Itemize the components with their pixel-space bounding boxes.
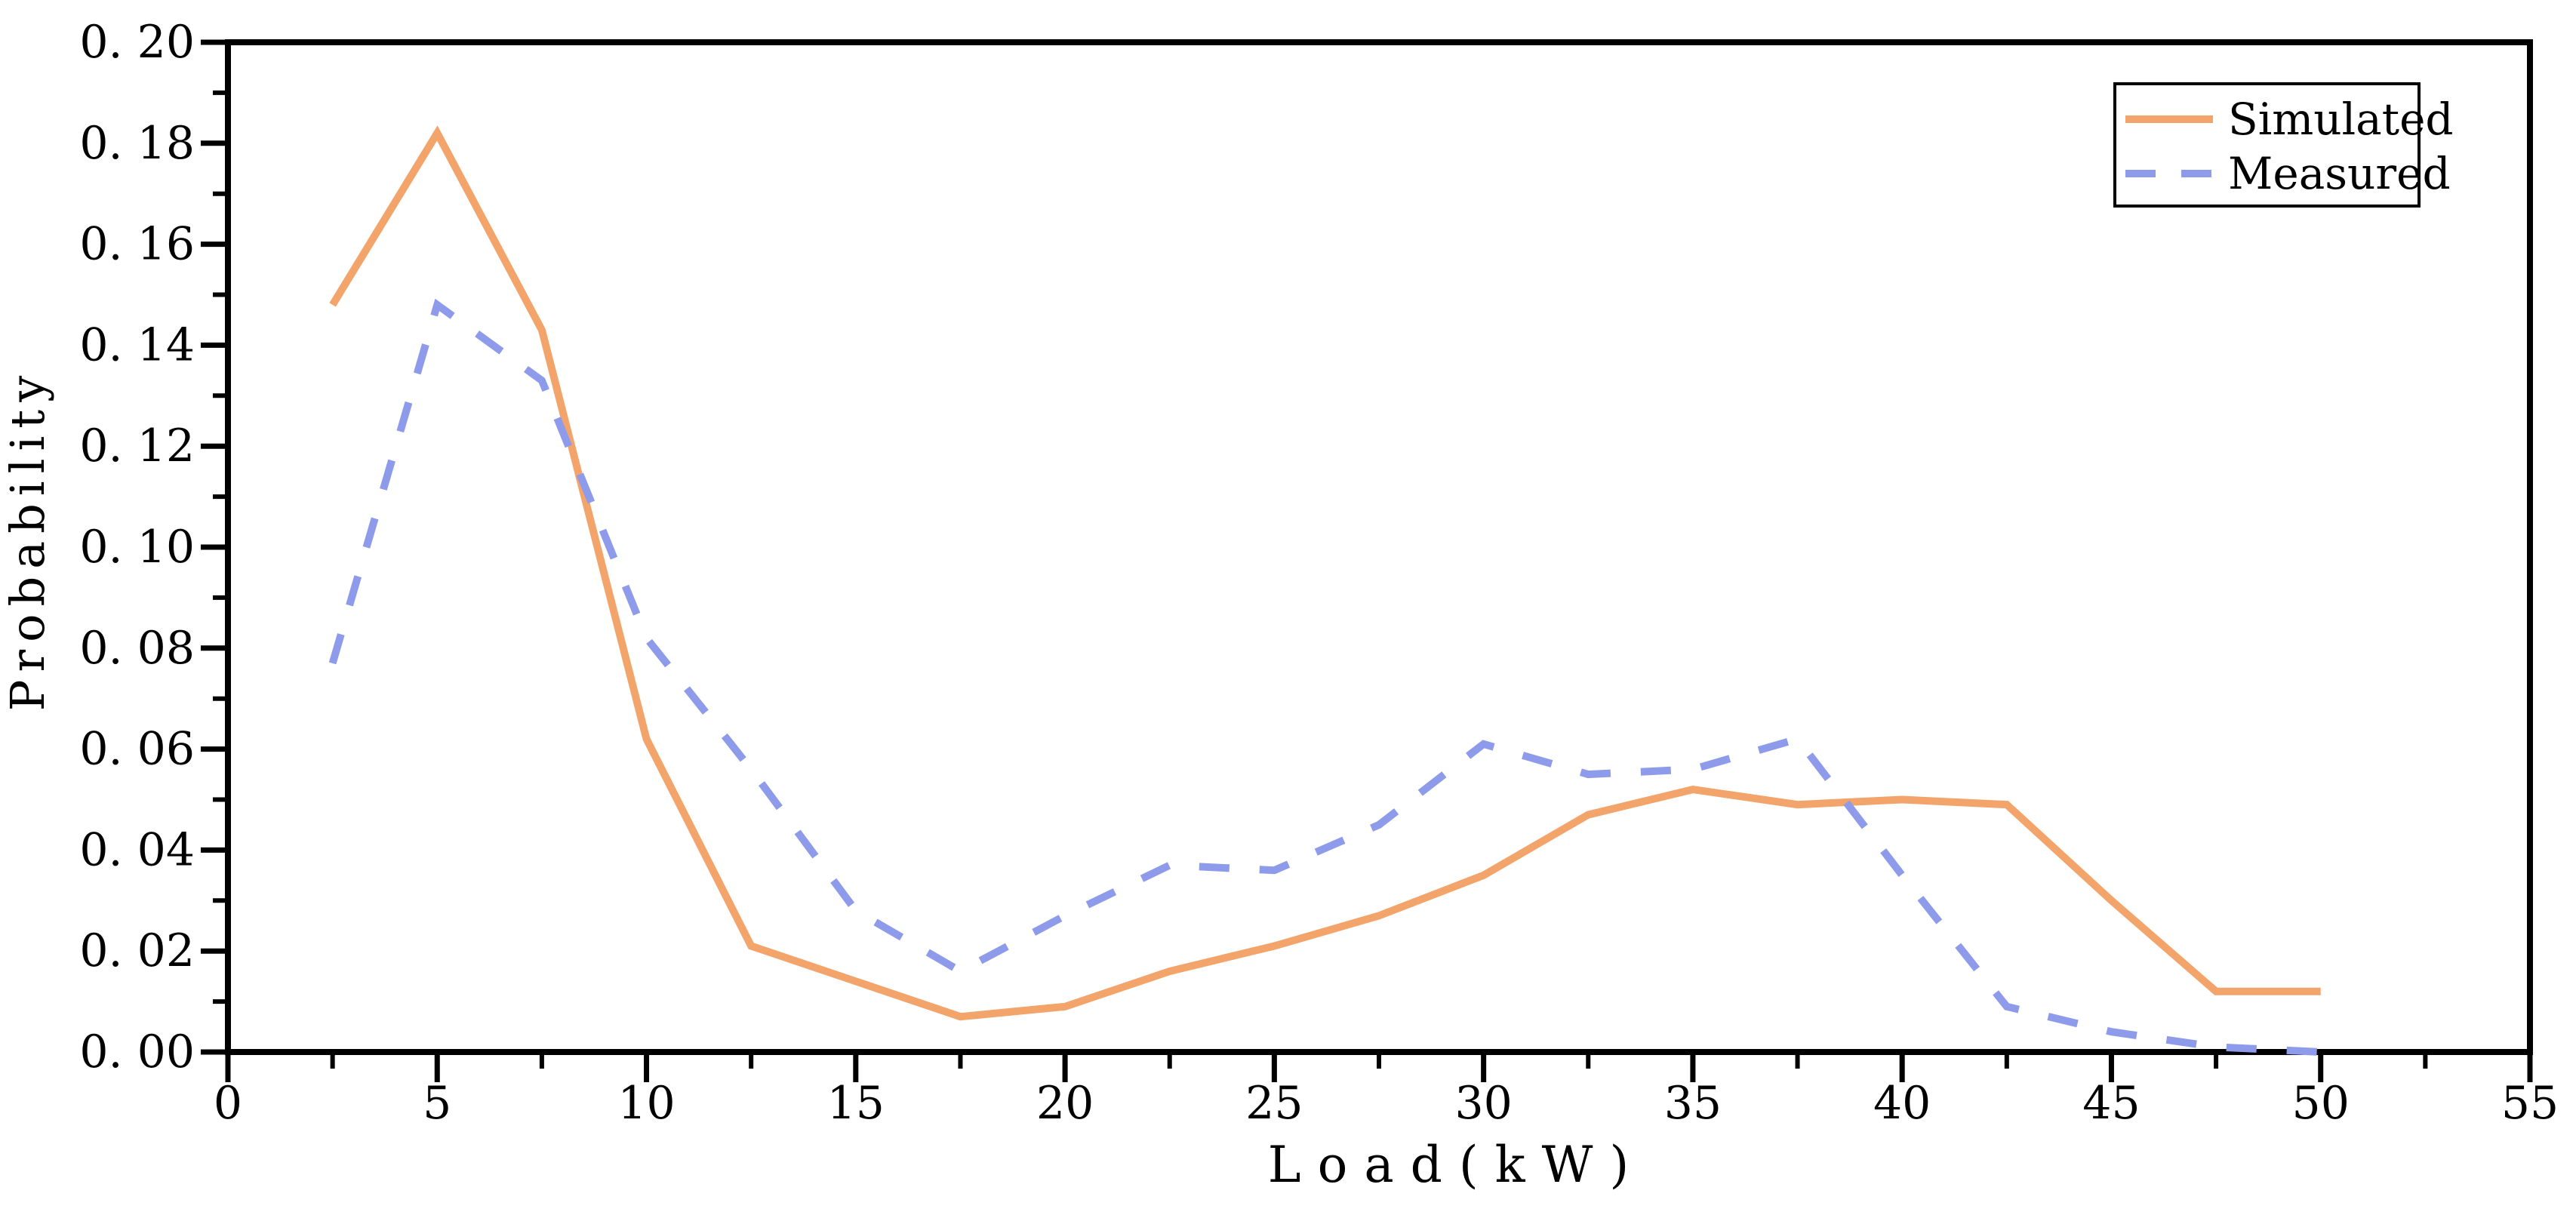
x-axis-tick-label: 45 [2082, 1077, 2140, 1130]
y-axis-tick-label: 0. 20 [79, 16, 195, 69]
series-measured-line [328, 298, 2321, 1056]
y-axis-tick-label: 0. 04 [79, 823, 195, 876]
y-axis-tick-label: 0. 18 [79, 117, 195, 170]
x-axis-tick-label: 55 [2501, 1077, 2559, 1130]
y-axis-tick-label: 0. 14 [79, 318, 195, 371]
y-axis-tick-label: 0. 12 [79, 420, 195, 472]
y-axis-title: Probability [0, 368, 55, 711]
x-axis-tick-label: 5 [423, 1077, 451, 1130]
series-simulated-line [329, 125, 2321, 1021]
y-axis-tick-label: 0. 00 [79, 1026, 195, 1078]
y-axis-tick-label: 0. 06 [79, 723, 195, 776]
legend-label-measured: Measured [2228, 148, 2451, 199]
x-axis-tick-label: 10 [617, 1077, 675, 1130]
x-axis-tick-label: 30 [1454, 1077, 1512, 1130]
y-axis-tick-label: 0. 08 [79, 622, 195, 675]
y-axis-tick-label: 0. 02 [79, 924, 195, 977]
y-axis-tick-label: 0. 10 [79, 521, 195, 574]
x-axis-tick-label: 50 [2292, 1077, 2350, 1130]
x-axis-tick-label: 15 [827, 1077, 885, 1130]
x-axis-tick-label: 40 [1873, 1077, 1931, 1130]
x-axis-tick-label: 35 [1664, 1077, 1722, 1130]
x-axis-tick-label: 25 [1245, 1077, 1303, 1130]
x-axis-title: Load(kW) [1268, 1136, 1646, 1194]
y-axis-tick-label: 0. 16 [79, 218, 195, 271]
x-axis-tick-label: 20 [1036, 1077, 1094, 1130]
legend-label-simulated: Simulated [2228, 94, 2454, 145]
x-axis-tick-label: 0 [214, 1077, 242, 1130]
legend-box [2113, 82, 2421, 208]
